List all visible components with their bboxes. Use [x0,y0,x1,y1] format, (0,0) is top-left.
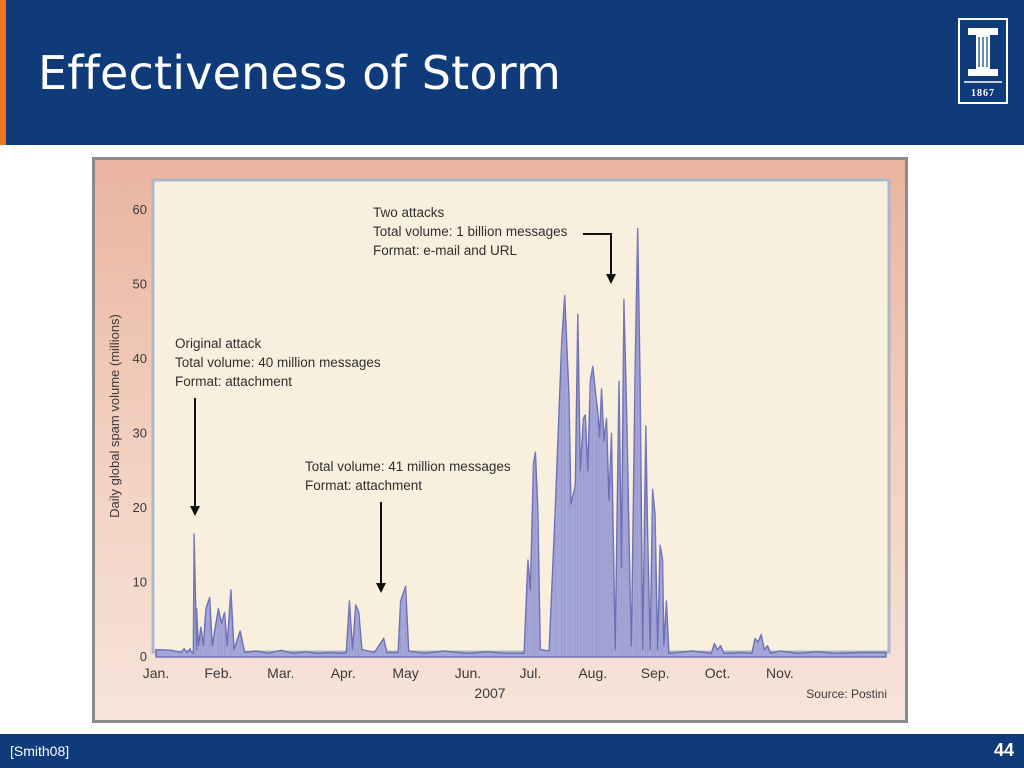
x-tick-label: Feb. [204,665,232,681]
annotation-text: Two attacks [373,205,445,220]
y-tick-label: 60 [133,202,147,217]
y-axis-label: Daily global spam volume (millions) [107,314,122,518]
x-tick-label: Aug. [578,665,607,681]
logo-year: 1867 [971,88,995,99]
y-tick-label: 20 [133,500,147,515]
y-tick-label: 40 [133,351,147,366]
x-tick-label: Oct. [705,665,731,681]
arrowhead-icon [190,506,200,516]
x-tick-label: Mar. [267,665,294,681]
annotation-text: Total volume: 41 million messages [305,459,511,474]
annotation-text: Format: attachment [175,374,292,389]
annotation-text: Format: attachment [305,478,422,493]
spam-volume-chart: 0 10 20 30 40 50 60 Jan. Feb. Mar. Apr. May Jun. Jul.… [107,178,891,701]
x-tick-label: Jun. [455,665,481,681]
series-area [155,227,887,658]
x-tick-label: Apr. [331,665,356,681]
y-tick-label: 10 [133,575,147,590]
x-axis-label: 2007 [474,685,505,701]
y-tick-label: 30 [133,426,147,441]
university-logo: 1867 [958,18,1008,104]
annotation-text: Original attack [175,336,262,351]
source-note: Source: Postini [806,687,887,701]
page-number: 44 [993,740,1014,760]
citation: [Smith08] [10,743,70,759]
annotation-text: Total volume: 1 billion messages [373,224,568,239]
x-tick-label: Jan. [143,665,169,681]
x-tick-label: Sep. [641,665,670,681]
annotation-text: Total volume: 40 million messages [175,355,381,370]
chart-figure: 0 10 20 30 40 50 60 Jan. Feb. Mar. Apr. May Jun. Jul.… [92,157,908,723]
column-emblem-icon [964,28,1002,83]
slide-header: Effectiveness of Storm 1867 [0,0,1024,145]
x-tick-label: Nov. [766,665,794,681]
y-tick-label: 50 [133,277,147,292]
arrowhead-icon [606,274,616,284]
x-tick-label: Jul. [519,665,541,681]
annotation-arrow [583,233,612,276]
slide-footer: [Smith08] 44 [0,734,1024,768]
header-accent-bar [0,0,6,145]
x-tick-label: May [392,665,418,681]
slide-title: Effectiveness of Storm [38,46,562,100]
arrowhead-icon [376,583,386,593]
plot-area [151,178,891,654]
y-tick-label: 0 [140,649,147,664]
annotation-text: Format: e-mail and URL [373,243,518,258]
